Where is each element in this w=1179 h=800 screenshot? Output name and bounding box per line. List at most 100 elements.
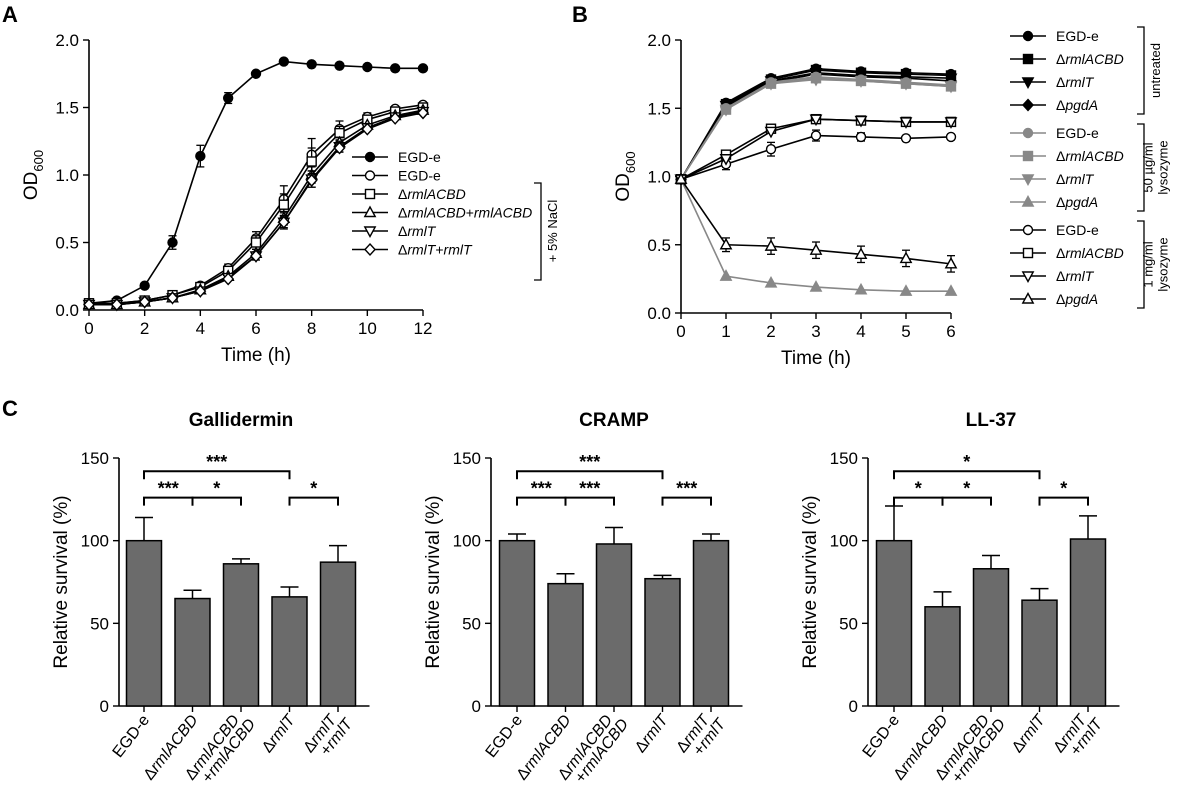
panel-a-series-5-point xyxy=(277,215,290,229)
panel-b-group-2-series-3-point xyxy=(674,172,688,184)
panel-b-group-label: lysozyme xyxy=(1156,140,1171,194)
panel-a-series-1-line xyxy=(89,104,424,305)
panel-a-series-0-point xyxy=(195,150,206,162)
panel-a-series-2-line xyxy=(89,106,424,305)
panel-a-x-axis-title: Time (h) xyxy=(221,345,291,366)
panel-c-chart-0-significance-bracket xyxy=(288,496,339,506)
panel-c-chart-0-y-axis-title: Relative survival (%) xyxy=(51,495,72,668)
panel-a-series-0-point xyxy=(250,68,262,79)
panel-c-bar-charts: 0 50 100 150 Relative survival (%) Gallidermi… xyxy=(51,410,1120,786)
panel-a-series-5-point xyxy=(305,173,318,187)
panel-c-chart-1-bar xyxy=(595,543,633,707)
panel-c-chart-0-title: Gallidermin xyxy=(189,410,294,431)
panel-c-chart-1-significance-label: *** xyxy=(579,452,600,472)
panel-c-chart-2-bar xyxy=(875,539,913,707)
panel-b-x-tick-label: 1 xyxy=(721,322,730,341)
panel-c-chart-0-y-tick-label: 150 xyxy=(81,449,109,468)
panel-a-series-2-point xyxy=(278,199,290,210)
panel-b-y-tick-label: 0.0 xyxy=(647,304,671,323)
panel-a-series-5-point xyxy=(110,298,123,312)
panel-letter-a: A xyxy=(2,2,18,27)
panel-c-chart-1-significance-bracket xyxy=(516,470,664,480)
panel-b-group-2-series-2-point xyxy=(764,126,778,139)
panel-a-series-5-point xyxy=(138,295,151,309)
panel-c-chart-0: 0 50 100 150 Relative survival (%) Gallidermi… xyxy=(51,410,370,786)
panel-b-y-tick-label: 2.0 xyxy=(647,31,671,50)
panel-c-chart-1-bar xyxy=(547,582,584,707)
panel-b-legend-marker xyxy=(1022,127,1034,139)
panel-a-legend-marker xyxy=(364,188,376,200)
panel-b-x-tick-label: 6 xyxy=(946,322,955,341)
panel-c-chart-1-bar xyxy=(644,577,681,707)
panel-b-legend-label: EGD-e xyxy=(1056,28,1099,44)
panel-b-x-tick-label: 2 xyxy=(766,322,775,341)
panel-c-chart-1-significance-bracket xyxy=(564,496,615,506)
panel-c-chart-0-significance-label: *** xyxy=(206,452,227,472)
panel-b-group-bracket xyxy=(1137,123,1145,212)
panel-c-chart-0-significance-bracket xyxy=(143,470,291,480)
panel-a-legend-label: EGD-e xyxy=(398,168,441,184)
panel-b-group-1-series-3-point xyxy=(854,282,868,295)
panel-b-group-1-series-3-point xyxy=(719,269,733,281)
panel-c-chart-1-y-axis-title: Relative survival (%) xyxy=(423,495,444,668)
panel-c-chart-0-significance-bracket xyxy=(191,496,242,506)
panel-a-series-0-point xyxy=(389,63,401,74)
panel-b-legend-label: EGD-e xyxy=(1056,125,1099,141)
panel-a-series-0-point xyxy=(362,61,373,73)
panel-a-legend-label: ΔrmlACBD xyxy=(398,186,466,202)
panel-a-x-tick-label: 4 xyxy=(196,319,205,338)
panel-a-y-tick-label: 0.0 xyxy=(55,301,79,320)
panel-c-chart-2-significance-label: * xyxy=(915,479,922,499)
panel-b-y-tick-label: 1.0 xyxy=(647,168,671,187)
panel-c-chart-0-significance-bracket xyxy=(143,496,194,506)
panel-b-group-2-series-3-point xyxy=(809,243,823,255)
panel-c-chart-2-y-tick-label: 150 xyxy=(830,449,858,468)
panel-a-y-tick-label: 2.0 xyxy=(55,31,79,50)
panel-b-group-1-series-2-point xyxy=(944,81,958,94)
panel-b-legend-label: ΔrmlACBD xyxy=(1056,245,1124,261)
panel-a-series-5-point xyxy=(222,272,235,286)
panel-b-legend-label: ΔrmlACBD xyxy=(1056,51,1124,67)
panel-a-series-5-point xyxy=(389,111,402,125)
panel-c-chart-2: 0 50 100 150 Relative survival (%) LL-37 EGD-e… xyxy=(800,410,1120,786)
panel-a-growth-chart: 0 2 4 6 8 10 12 0.0 0.5 1.0 1.5 2.0 Time (h) OD600 EGD… xyxy=(21,31,560,366)
panel-c-chart-2-bar xyxy=(972,568,1010,707)
panel-b-group-2-series-2-point xyxy=(944,117,958,129)
panel-b-legend-label: ΔrmlACBD xyxy=(1056,148,1124,164)
panel-b-legend-label: EGD-e xyxy=(1056,222,1099,238)
panel-c-chart-1-bar xyxy=(692,539,730,707)
panel-b-group-label: 50 µg/ml xyxy=(1141,142,1156,192)
panel-b-group-1-series-2-point xyxy=(719,104,733,117)
panel-c-chart-2-bar xyxy=(924,606,961,707)
panel-c-chart-0-significance-label: * xyxy=(310,479,317,499)
panel-a-legend-label: ΔrmlT+rmlT xyxy=(398,242,473,258)
panel-c-chart-1-category-label: EGD-e xyxy=(483,712,527,761)
panel-a-series-4-line xyxy=(89,110,424,306)
panel-b-legend-label: ΔrmlT xyxy=(1056,74,1095,90)
panel-c-chart-0-bar xyxy=(174,597,211,707)
panel-c-chart-0-bar xyxy=(222,563,260,707)
panel-a-series-5-point xyxy=(361,122,374,136)
panel-a-series-5-point xyxy=(166,291,179,305)
panel-a-y-axis-title: OD600 xyxy=(21,150,46,200)
panel-a-series-0-point xyxy=(222,92,234,104)
panel-a-nacl-bracket xyxy=(534,182,542,281)
panel-b-group-1-series-3-point xyxy=(764,276,778,288)
panel-b-group-bracket xyxy=(1137,220,1145,309)
panel-b-legend-label: ΔpgdA xyxy=(1056,194,1098,210)
panel-c-chart-2-bar xyxy=(1069,538,1107,707)
panel-c-chart-2-significance-label: * xyxy=(963,479,970,499)
panel-a-series-5-line xyxy=(89,112,424,306)
panel-b-group-2-series-3-point xyxy=(944,256,958,269)
panel-b-group-2-series-2-line xyxy=(680,118,951,180)
panel-c-chart-1-significance-label: *** xyxy=(676,479,697,499)
panel-a-y-tick-label: 0.5 xyxy=(55,234,79,253)
panel-c-chart-1-significance-bracket xyxy=(516,496,567,506)
panel-b-legend-marker xyxy=(1021,292,1035,304)
panel-b-group-label: 1 mg/ml xyxy=(1141,241,1156,287)
panel-a-x-tick-label: 12 xyxy=(414,319,433,338)
panel-a-x-tick-label: 2 xyxy=(140,319,149,338)
panel-c-chart-0-category-label: ΔrmlT xyxy=(259,711,299,756)
panel-b-legend-label: ΔpgdA xyxy=(1056,291,1098,307)
